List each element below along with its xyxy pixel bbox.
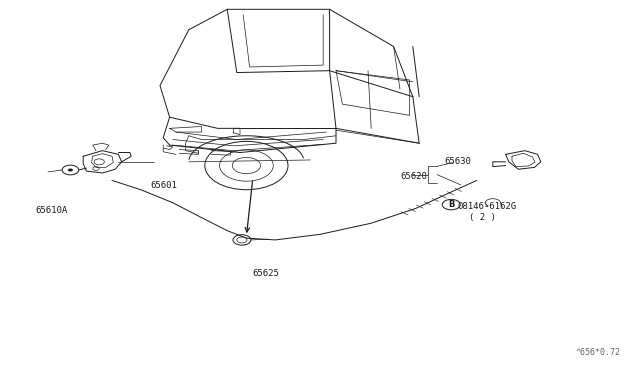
Text: 65630: 65630 [445,157,472,166]
Text: 65625: 65625 [253,269,280,278]
Text: 65601: 65601 [150,182,177,190]
Text: 65610A: 65610A [35,206,67,215]
Text: B: B [448,200,454,209]
Text: 65620: 65620 [400,172,427,181]
Text: 08146-6162G: 08146-6162G [458,202,516,211]
Circle shape [68,169,73,171]
Text: ^656*0.72: ^656*0.72 [576,348,621,357]
Text: ( 2 ): ( 2 ) [469,213,496,222]
